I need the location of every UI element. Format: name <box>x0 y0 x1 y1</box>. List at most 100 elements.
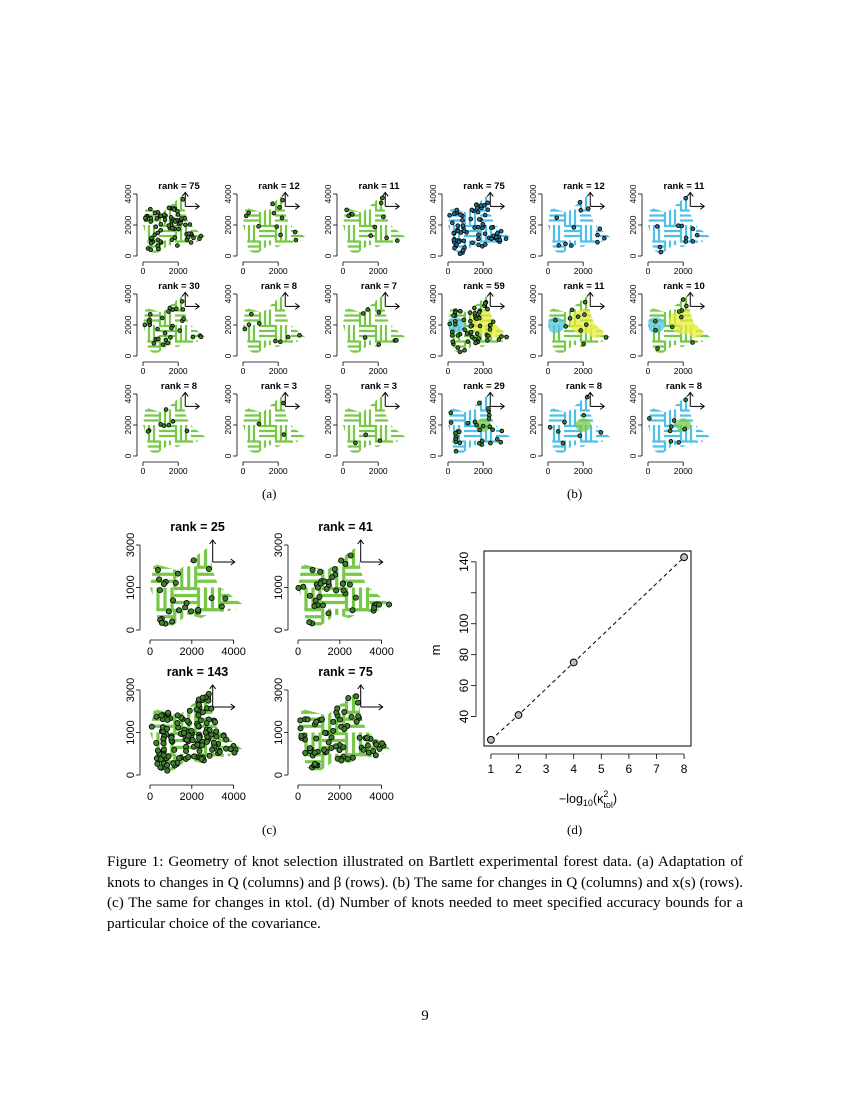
knot-point <box>158 712 165 719</box>
knot-point <box>372 752 379 759</box>
knot-point <box>185 754 192 761</box>
knot-point <box>462 347 467 353</box>
panel-a-label: (a) <box>262 486 277 501</box>
y-tick-label: 4000 <box>628 284 638 303</box>
knot-point <box>496 337 502 342</box>
x-tick-label: 0 <box>341 266 346 276</box>
knot-point <box>457 349 463 355</box>
y-tick-label: 2000 <box>628 415 638 434</box>
knot-point <box>148 240 154 246</box>
knot-point <box>488 225 494 231</box>
knot-point <box>285 334 291 340</box>
knot-point <box>669 424 674 429</box>
knot-point <box>169 237 175 243</box>
panel-c: 0 1000 3000 0 2000 4000 rank = 25 0 1000 3000 0 200… <box>125 520 394 803</box>
knot-point <box>585 206 591 211</box>
knot-point <box>211 739 218 746</box>
knot-point <box>487 327 493 332</box>
knot-point <box>311 603 318 610</box>
knot-point <box>476 217 482 222</box>
knot-point <box>472 225 477 230</box>
knot-point <box>154 216 160 221</box>
subplot: 0 1000 3000 0 2000 4000 rank = 143 <box>125 665 246 803</box>
knot-point <box>376 745 383 752</box>
y-tick-label: 1000 <box>273 720 285 744</box>
rank-title: rank = 41 <box>318 520 373 534</box>
knot-point <box>454 207 460 213</box>
knot-point <box>273 338 278 344</box>
knot-point <box>384 235 389 241</box>
forest-map <box>647 395 712 455</box>
knot-point <box>676 309 682 314</box>
knot-point <box>578 207 584 213</box>
knot-point <box>450 339 456 344</box>
knot-point <box>168 734 175 741</box>
knot-point <box>349 754 356 761</box>
knot-point <box>164 767 171 774</box>
x-tick-label: 6 <box>626 762 633 776</box>
knot-point <box>246 210 251 216</box>
knot-point <box>349 607 356 614</box>
knot-point <box>378 200 384 206</box>
forest-map <box>648 295 712 355</box>
rank-title: rank = 12 <box>258 181 299 192</box>
knot-point <box>560 440 566 446</box>
knot-point <box>676 440 681 445</box>
knot-point <box>676 223 681 229</box>
knot-point <box>569 243 574 248</box>
subplot: 0 2000 4000 0 2000 rank = 11 <box>528 281 612 376</box>
knot-point <box>451 237 457 243</box>
knot-point <box>188 608 195 615</box>
knot-point <box>306 745 313 752</box>
x-tick-label: 2000 <box>474 466 493 476</box>
page-number: 9 <box>421 1008 429 1024</box>
knot-point <box>166 205 172 211</box>
forest-map <box>547 394 612 455</box>
knot-point <box>575 314 581 319</box>
knot-point <box>329 574 336 581</box>
data-point <box>569 658 578 667</box>
knot-point <box>569 307 575 313</box>
y-tick-label: 1000 <box>125 720 137 744</box>
knot-point <box>185 732 192 739</box>
y-tick-label: 2000 <box>428 215 438 234</box>
y-tick-label: 0 <box>123 353 133 358</box>
knot-point <box>147 312 153 317</box>
knot-point <box>155 326 160 332</box>
knot-point <box>499 334 504 339</box>
knot-point <box>190 334 196 340</box>
knot-point <box>461 228 467 234</box>
y-tick-label: 2000 <box>528 415 538 434</box>
knot-point <box>306 592 313 599</box>
x-tick-label: 4000 <box>369 646 393 658</box>
knot-point <box>203 738 210 745</box>
knot-point <box>163 407 169 412</box>
knot-point <box>354 699 361 706</box>
panel-d-chart: 1 2 3 4 5 6 7 8 40 60 80 100 140 m −log10(κ2 tol) <box>428 550 692 810</box>
x-tick-label: 2 <box>515 762 522 776</box>
x-tick-label: 0 <box>241 366 246 376</box>
knot-point <box>581 412 587 418</box>
x-tick-label: 2000 <box>169 466 188 476</box>
knot-point <box>498 439 504 445</box>
knot-point <box>196 747 203 754</box>
y-tick-label: 4000 <box>528 384 538 403</box>
x-tick-label: 2000 <box>474 266 493 276</box>
knot-point <box>280 197 285 203</box>
knot-point <box>453 322 458 327</box>
knot-point <box>453 448 459 454</box>
y-tick-label: 4000 <box>123 284 133 303</box>
y-tick-label: 2000 <box>628 215 638 234</box>
knot-point <box>167 305 173 311</box>
knot-point <box>373 741 380 748</box>
knot-point <box>333 587 340 594</box>
forest-map <box>343 195 407 255</box>
knot-point <box>295 584 302 591</box>
x-tick-label: 2000 <box>269 366 288 376</box>
knot-point <box>339 580 346 587</box>
knot-point <box>148 247 153 253</box>
x-tick-label: 2000 <box>369 366 388 376</box>
x-tick-label: 0 <box>295 646 301 658</box>
knot-point <box>163 725 170 732</box>
knot-point <box>472 305 477 311</box>
